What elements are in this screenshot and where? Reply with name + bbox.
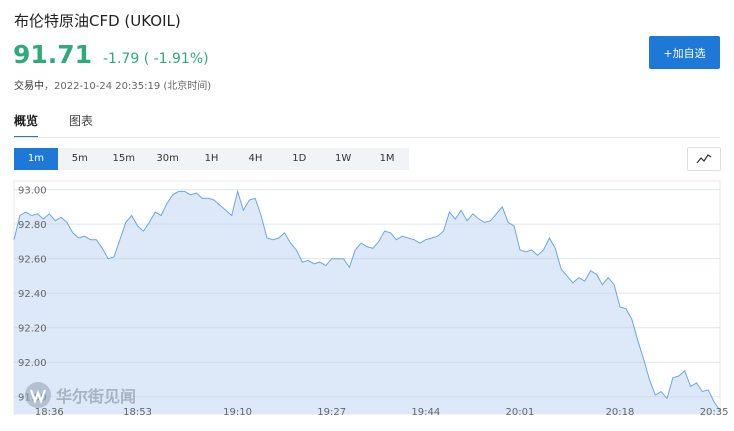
price-change: -1.79 ( -1.91%) <box>103 51 209 67</box>
period-button[interactable]: 1H <box>204 153 219 164</box>
chart-icon <box>696 154 712 164</box>
tab-bar: 概览 图表 <box>14 112 93 138</box>
y-tick-label: 92.40 <box>18 289 47 300</box>
tab[interactable]: 图表 <box>69 114 94 128</box>
period-button[interactable]: 30m <box>156 153 179 164</box>
period-button[interactable]: 1D <box>292 153 307 164</box>
watermark-text: 华尔街见闻 <box>56 387 137 406</box>
period-button[interactable]: 4H <box>248 153 263 164</box>
period-button[interactable]: 5m <box>71 153 88 164</box>
x-tick-label: 19:10 <box>223 407 252 418</box>
y-tick-label: 92.80 <box>18 220 47 231</box>
add-watchlist-button[interactable]: +加自选 <box>649 36 720 69</box>
period-button[interactable]: 1m <box>14 148 58 170</box>
timestamp: ，2022-10-24 20:35:19 (北京时间) <box>44 81 212 92</box>
x-tick-label: 18:36 <box>35 407 64 418</box>
period-button[interactable]: 15m <box>112 153 135 164</box>
price-line <box>13 189 721 411</box>
y-tick-label: 92.00 <box>18 358 47 369</box>
instrument-title: 布伦特原油CFD (UKOIL) <box>14 12 181 30</box>
trade-status: 交易中，2022-10-24 20:35:19 (北京时间) <box>14 77 211 92</box>
tab[interactable]: 概览 <box>14 112 39 138</box>
change-percent: ( -1.91%) <box>143 51 209 67</box>
x-tick-label: 19:27 <box>317 407 346 418</box>
x-tick-label: 20:18 <box>606 407 635 418</box>
x-tick-label: 20:35 <box>700 407 729 418</box>
y-tick-label: 92.20 <box>18 324 47 335</box>
y-tick-label: 93.00 <box>18 186 47 197</box>
y-tick-label: 92.60 <box>18 255 47 266</box>
chart-type-button[interactable] <box>687 147 721 171</box>
period-button[interactable]: 1M <box>379 153 395 164</box>
divider <box>14 137 720 138</box>
watermark-logo <box>25 382 51 408</box>
last-price: 91.71 <box>13 40 93 69</box>
area <box>14 191 720 414</box>
change-value: -1.79 <box>103 51 140 67</box>
watermark: 华尔街见闻 <box>24 381 136 409</box>
x-tick-label: 19:44 <box>411 407 440 418</box>
status-label: 交易中 <box>14 81 44 92</box>
x-tick-label: 20:01 <box>506 407 535 418</box>
period-button[interactable]: 1W <box>335 153 352 164</box>
period-selector: 1m 5m 15m 30m 1H 4H 1D 1W 1M <box>14 148 409 170</box>
x-tick-label: 18:53 <box>123 407 152 418</box>
